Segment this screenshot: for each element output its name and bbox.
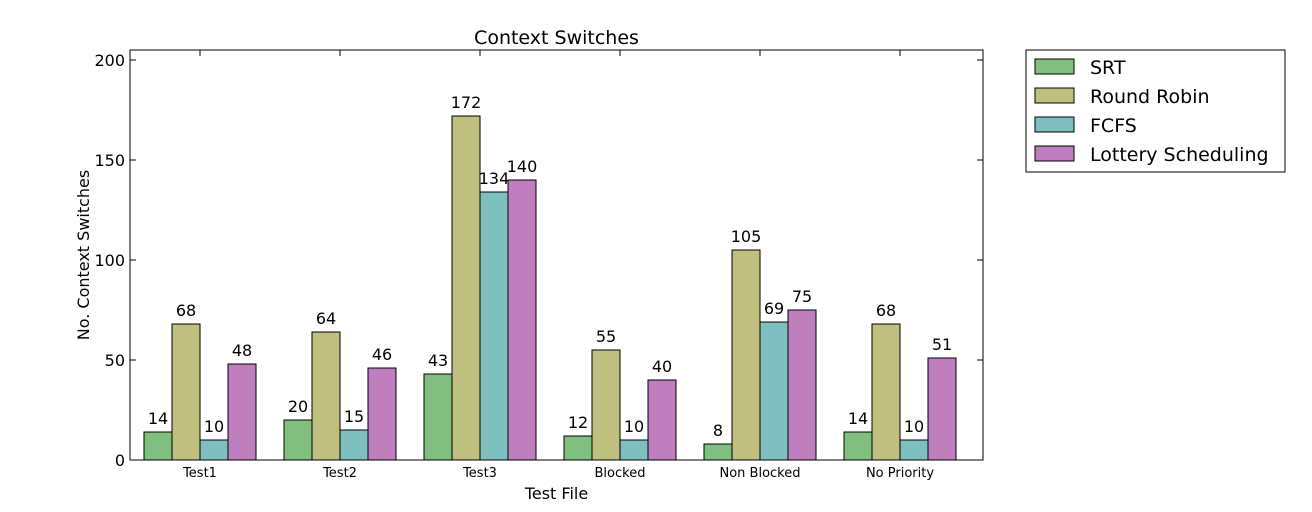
legend-label: SRT xyxy=(1090,57,1126,79)
bar xyxy=(311,331,341,461)
bar-value-label: 64 xyxy=(316,309,336,328)
bar xyxy=(199,439,229,461)
bar-value-label: 15 xyxy=(344,407,364,426)
bar-value-label: 20 xyxy=(288,397,308,416)
legend: SRT Round Robin FCFS Lottery Scheduling xyxy=(1025,49,1286,173)
bar-value-label: 10 xyxy=(904,417,924,436)
x-tick-label: Test3 xyxy=(462,466,497,481)
x-tick-label: Test1 xyxy=(182,466,217,481)
bar xyxy=(423,373,453,461)
bar-value-label: 68 xyxy=(876,301,896,320)
legend-swatch xyxy=(1034,116,1075,133)
bar-value-label: 43 xyxy=(428,351,448,370)
x-axis-title: Test File xyxy=(524,484,588,503)
bar xyxy=(731,249,761,461)
bar-value-label: 10 xyxy=(624,417,644,436)
chart-title: Context Switches xyxy=(474,27,639,49)
x-tick-label: Blocked xyxy=(595,466,646,481)
bar xyxy=(927,357,957,461)
x-tick-label: Non Blocked xyxy=(720,466,801,481)
plot-frame xyxy=(129,49,984,461)
bar xyxy=(143,431,173,461)
y-tick-label: 200 xyxy=(94,51,125,70)
bar-value-label: 40 xyxy=(652,357,672,376)
bar xyxy=(899,439,929,461)
bar-value-label: 46 xyxy=(372,345,392,364)
bar-value-label: 172 xyxy=(451,93,482,112)
bar-value-label: 68 xyxy=(176,301,196,320)
legend-label: Lottery Scheduling xyxy=(1090,144,1269,166)
bar-value-label: 14 xyxy=(848,409,868,428)
bar xyxy=(591,349,621,461)
bar-value-label: 51 xyxy=(932,335,952,354)
bar xyxy=(703,443,733,461)
legend-label: FCFS xyxy=(1090,115,1137,137)
bar-value-label: 8 xyxy=(713,421,723,440)
bar xyxy=(563,435,593,461)
bar-value-label: 105 xyxy=(731,227,762,246)
bar xyxy=(619,439,649,461)
bar-value-label: 12 xyxy=(568,413,588,432)
bar-value-label: 69 xyxy=(764,299,784,318)
plot-area: 0 50 100 150 200 14 68 10 48 Test1 20 64 15 46 Test2 43… xyxy=(94,50,983,481)
bar xyxy=(843,431,873,461)
bar-value-label: 14 xyxy=(148,409,168,428)
bar-value-label: 140 xyxy=(507,157,538,176)
bar-value-label: 10 xyxy=(204,417,224,436)
legend-swatch xyxy=(1034,58,1075,75)
legend-swatch xyxy=(1034,145,1075,162)
legend-swatch xyxy=(1034,87,1075,104)
x-tick-label: Test2 xyxy=(322,466,357,481)
y-tick-label: 0 xyxy=(115,451,125,470)
bar xyxy=(647,379,677,461)
bar xyxy=(367,367,397,461)
bar xyxy=(479,191,509,461)
bar xyxy=(227,363,257,461)
bar xyxy=(339,429,369,461)
y-tick-label: 100 xyxy=(94,251,125,270)
bar-value-label: 55 xyxy=(596,327,616,346)
bar-value-label: 75 xyxy=(792,287,812,306)
bar xyxy=(787,309,817,461)
bar xyxy=(507,179,537,461)
y-tick-label: 150 xyxy=(94,151,125,170)
bar xyxy=(451,115,481,461)
bar-value-label: 48 xyxy=(232,341,252,360)
x-tick-label: No Priority xyxy=(866,466,934,481)
bar xyxy=(171,323,201,461)
bar-value-label: 134 xyxy=(479,169,510,188)
y-axis-title: No. Context Switches xyxy=(74,170,93,341)
bar xyxy=(283,419,313,461)
bar xyxy=(759,321,789,461)
bar xyxy=(871,323,901,461)
y-tick-label: 50 xyxy=(105,351,125,370)
legend-label: Round Robin xyxy=(1090,86,1210,108)
